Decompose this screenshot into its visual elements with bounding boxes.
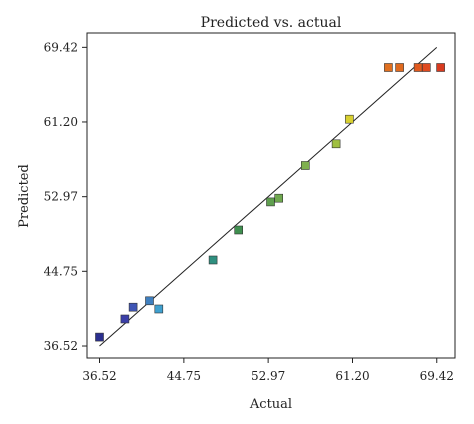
data-point: [234, 225, 243, 235]
data-point: [128, 302, 138, 312]
data-point: [384, 63, 393, 72]
data-point: [274, 193, 284, 203]
data-point: [395, 63, 404, 72]
y-tick-label: 61.20: [44, 115, 78, 129]
y-tick-label: 52.97: [44, 190, 78, 204]
x-tick-label: 61.20: [335, 369, 369, 383]
x-axis-label: Actual: [249, 397, 292, 412]
x-tick-label: 69.42: [420, 369, 454, 383]
y-tick-label: 36.52: [44, 339, 78, 353]
plot-area: [86, 32, 456, 359]
data-point: [345, 114, 354, 124]
x-tick-label: 36.52: [82, 369, 116, 383]
data-point: [331, 139, 341, 149]
data-point: [95, 332, 104, 342]
data-point: [300, 161, 310, 170]
data-point: [266, 197, 275, 207]
reference-line: [99, 46, 438, 347]
data-point: [145, 296, 154, 306]
x-tick-label: 44.75: [167, 369, 201, 383]
x-tick-label: 52.97: [251, 369, 285, 383]
data-points: [95, 63, 445, 342]
data-point: [208, 255, 218, 265]
y-tick-label: 69.42: [44, 40, 78, 54]
chart-title: Predicted vs. actual: [201, 15, 342, 31]
axis-ticks: 36.52 44.75 52.97 61.20 69.42 36.52 44.75 52.97…: [44, 40, 454, 383]
data-point: [120, 314, 130, 324]
y-tick-label: 44.75: [44, 264, 78, 278]
data-point: [421, 63, 431, 72]
data-point: [413, 63, 423, 72]
data-point: [154, 304, 164, 314]
data-point: [436, 63, 445, 72]
y-axis-label: Predicted: [17, 164, 32, 228]
